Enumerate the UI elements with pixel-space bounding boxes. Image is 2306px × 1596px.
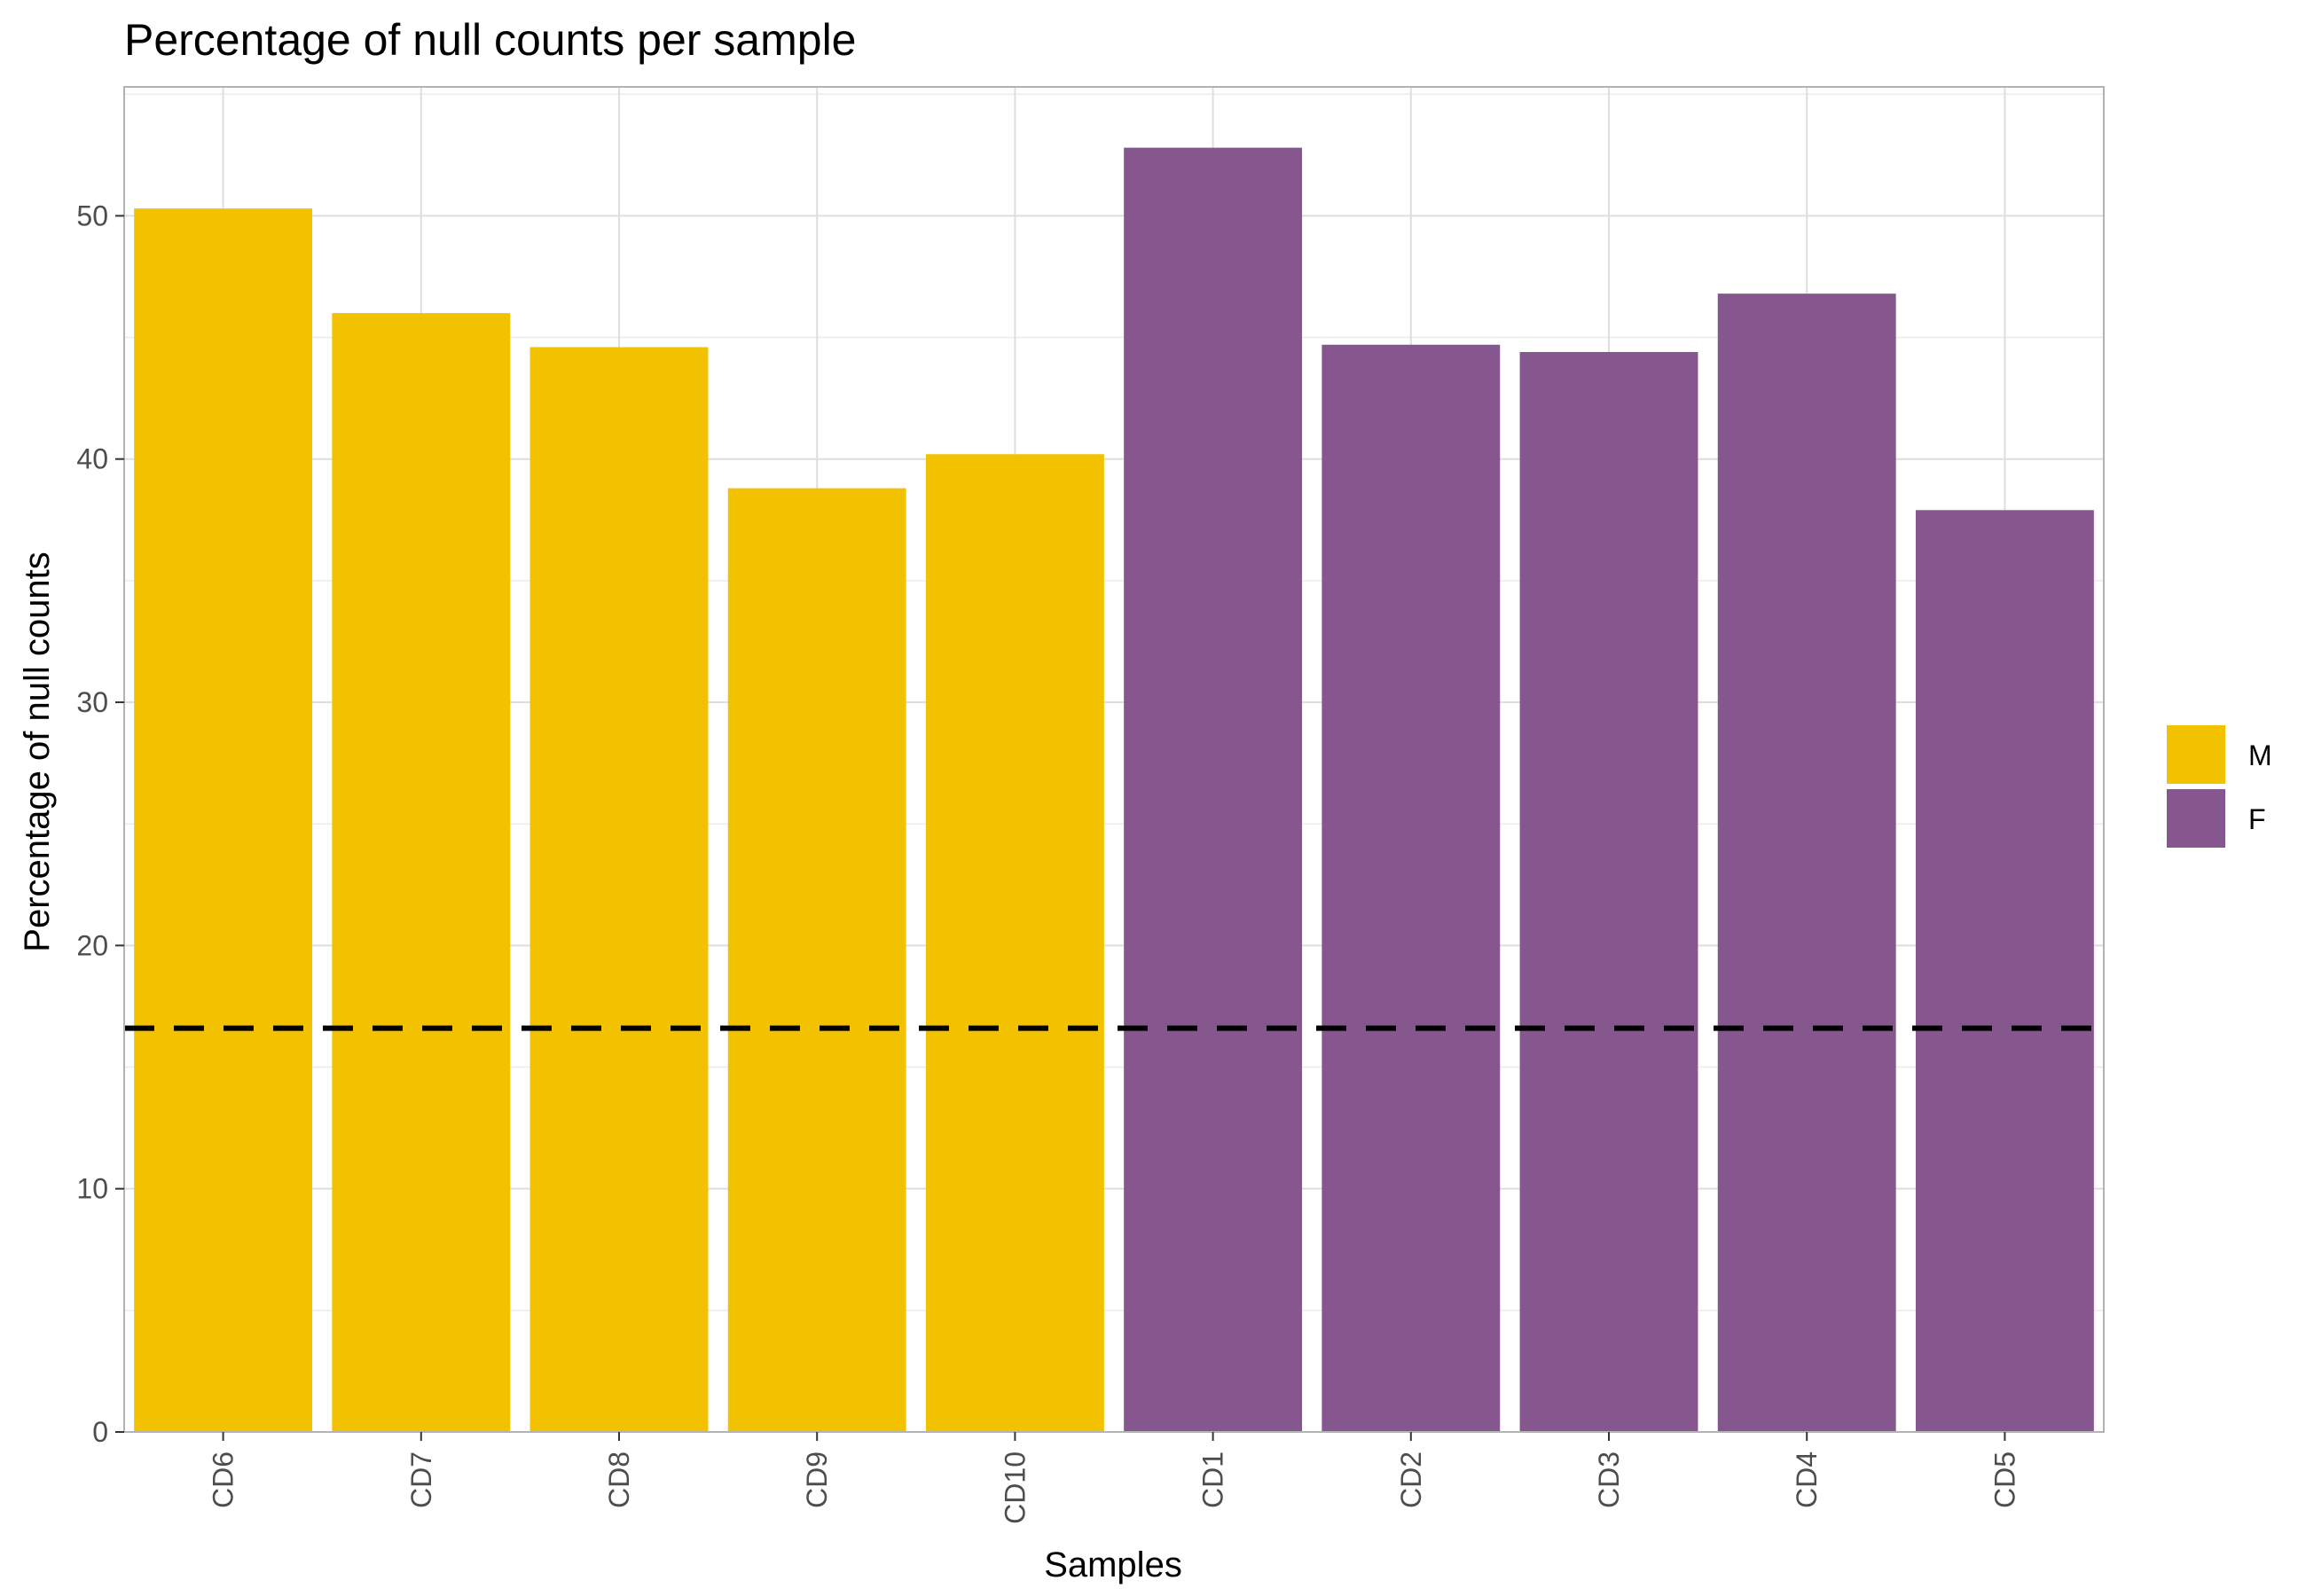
legend-label: F	[2248, 803, 2266, 835]
bar-cd5	[1915, 510, 2094, 1432]
chart-title: Percentage of null counts per sample	[124, 15, 857, 65]
bar-cd10	[925, 454, 1104, 1432]
bar-cd9	[727, 488, 906, 1432]
bar-cd2	[1322, 344, 1501, 1432]
y-tick-label: 40	[76, 443, 108, 475]
x-axis-title: Samples	[1044, 1545, 1182, 1584]
x-tick-label: CD1	[1197, 1451, 1229, 1508]
y-tick-label: 0	[92, 1416, 108, 1448]
bar-cd1	[1124, 147, 1303, 1433]
y-tick-label: 20	[76, 929, 108, 961]
x-tick-label: CD9	[801, 1451, 833, 1508]
x-tick-label: CD10	[999, 1451, 1031, 1524]
legend: MF	[2167, 725, 2272, 848]
plot-area: 0 10 20 30 40 50 CD6 CD7 CD8 CD9 CD10 CD1 CD2 CD3 CD4 C…	[76, 86, 2105, 1524]
bar-cd7	[332, 313, 511, 1432]
x-tick-label: CD3	[1593, 1451, 1625, 1508]
y-tick-label: 10	[76, 1173, 108, 1205]
x-tick-label: CD4	[1791, 1451, 1823, 1508]
bar-cd6	[134, 208, 313, 1433]
legend-key-m	[2167, 725, 2225, 784]
bar-cd4	[1717, 293, 1896, 1432]
y-tick-label: 50	[76, 200, 108, 231]
x-tick-label: CD7	[405, 1451, 437, 1508]
bar-cd3	[1519, 352, 1698, 1432]
x-tick-label: CD5	[1988, 1451, 2020, 1508]
x-tick-label: CD6	[208, 1451, 239, 1508]
bar-cd8	[529, 347, 709, 1432]
legend-label: M	[2248, 739, 2272, 771]
x-tick-label: CD2	[1395, 1451, 1427, 1508]
y-tick-label: 30	[76, 686, 108, 718]
x-tick-label: CD8	[603, 1451, 635, 1508]
legend-key-f	[2167, 789, 2225, 848]
y-axis-title: Percentage of null counts	[18, 552, 57, 951]
plot-border	[123, 86, 2105, 1433]
